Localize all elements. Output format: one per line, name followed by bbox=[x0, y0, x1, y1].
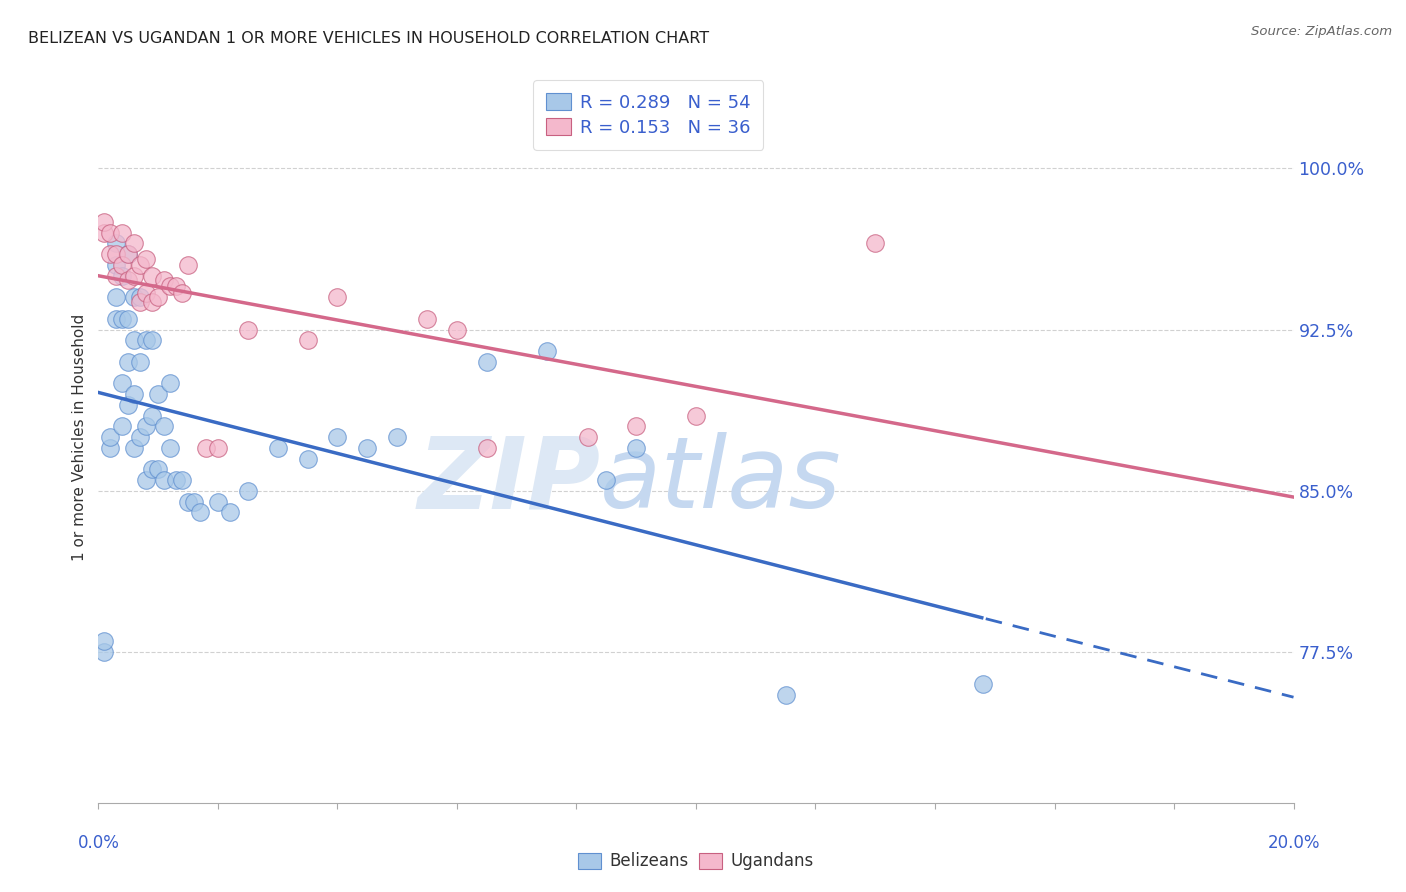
Y-axis label: 1 or more Vehicles in Household: 1 or more Vehicles in Household bbox=[72, 313, 87, 561]
Point bbox=[93, 645, 115, 659]
Point bbox=[416, 311, 439, 326]
Point bbox=[141, 333, 163, 347]
Point bbox=[972, 677, 994, 691]
Point bbox=[124, 441, 146, 455]
Point bbox=[153, 273, 176, 287]
Point bbox=[536, 344, 558, 359]
Point bbox=[98, 226, 122, 240]
Point bbox=[105, 236, 128, 251]
Text: atlas: atlas bbox=[600, 433, 842, 530]
Point bbox=[117, 355, 139, 369]
Point bbox=[117, 398, 139, 412]
Point bbox=[111, 419, 134, 434]
Point bbox=[111, 268, 134, 283]
Point bbox=[135, 252, 157, 266]
Point bbox=[595, 473, 617, 487]
Point bbox=[135, 473, 157, 487]
Text: 20.0%: 20.0% bbox=[1267, 834, 1320, 852]
Point bbox=[98, 430, 122, 444]
Point bbox=[124, 333, 146, 347]
Point bbox=[129, 258, 152, 272]
Point bbox=[117, 311, 139, 326]
Point bbox=[148, 290, 170, 304]
Point bbox=[165, 473, 187, 487]
Point bbox=[111, 226, 134, 240]
Point bbox=[98, 441, 122, 455]
Point bbox=[124, 290, 146, 304]
Point bbox=[105, 290, 128, 304]
Point bbox=[148, 462, 170, 476]
Point bbox=[129, 290, 152, 304]
Point bbox=[124, 387, 146, 401]
Point bbox=[326, 430, 349, 444]
Point bbox=[111, 376, 134, 391]
Point bbox=[207, 441, 229, 455]
Point bbox=[93, 215, 115, 229]
Point bbox=[98, 247, 122, 261]
Point bbox=[148, 387, 170, 401]
Point bbox=[105, 311, 128, 326]
Point bbox=[93, 634, 115, 648]
Text: 0.0%: 0.0% bbox=[77, 834, 120, 852]
Point bbox=[624, 441, 647, 455]
Point bbox=[219, 505, 242, 519]
Point bbox=[129, 294, 152, 309]
Point bbox=[624, 419, 647, 434]
Point bbox=[135, 419, 157, 434]
Point bbox=[775, 688, 797, 702]
Point bbox=[105, 258, 128, 272]
Point bbox=[135, 333, 157, 347]
Point bbox=[385, 430, 409, 444]
Point bbox=[475, 355, 498, 369]
Point bbox=[236, 322, 259, 336]
Point bbox=[105, 247, 128, 261]
Point bbox=[207, 494, 229, 508]
Point bbox=[165, 279, 187, 293]
Point bbox=[111, 311, 134, 326]
Point bbox=[297, 333, 319, 347]
Point bbox=[141, 268, 163, 283]
Point bbox=[105, 268, 128, 283]
Point bbox=[183, 494, 205, 508]
Legend: Belizeans, Ugandans: Belizeans, Ugandans bbox=[569, 844, 823, 879]
Point bbox=[117, 273, 139, 287]
Point bbox=[111, 258, 134, 272]
Point bbox=[172, 285, 194, 300]
Point bbox=[135, 285, 157, 300]
Text: ZIP: ZIP bbox=[418, 433, 600, 530]
Point bbox=[129, 355, 152, 369]
Point bbox=[475, 441, 498, 455]
Point bbox=[578, 430, 600, 444]
Text: Source: ZipAtlas.com: Source: ZipAtlas.com bbox=[1251, 25, 1392, 38]
Point bbox=[153, 473, 176, 487]
Point bbox=[93, 226, 115, 240]
Point bbox=[141, 462, 163, 476]
Point bbox=[177, 258, 200, 272]
Point bbox=[865, 236, 887, 251]
Point bbox=[356, 441, 378, 455]
Point bbox=[685, 409, 707, 423]
Point bbox=[188, 505, 211, 519]
Point bbox=[326, 290, 349, 304]
Text: BELIZEAN VS UGANDAN 1 OR MORE VEHICLES IN HOUSEHOLD CORRELATION CHART: BELIZEAN VS UGANDAN 1 OR MORE VEHICLES I… bbox=[28, 31, 709, 46]
Point bbox=[141, 294, 163, 309]
Point bbox=[159, 376, 181, 391]
Point bbox=[159, 279, 181, 293]
Point bbox=[153, 419, 176, 434]
Point bbox=[177, 494, 200, 508]
Point bbox=[194, 441, 218, 455]
Point bbox=[124, 236, 146, 251]
Point bbox=[267, 441, 290, 455]
Point bbox=[117, 247, 139, 261]
Point bbox=[446, 322, 468, 336]
Point bbox=[141, 409, 163, 423]
Point bbox=[172, 473, 194, 487]
Point bbox=[117, 247, 139, 261]
Point bbox=[236, 483, 259, 498]
Point bbox=[159, 441, 181, 455]
Point bbox=[124, 268, 146, 283]
Point bbox=[297, 451, 319, 466]
Point bbox=[129, 430, 152, 444]
